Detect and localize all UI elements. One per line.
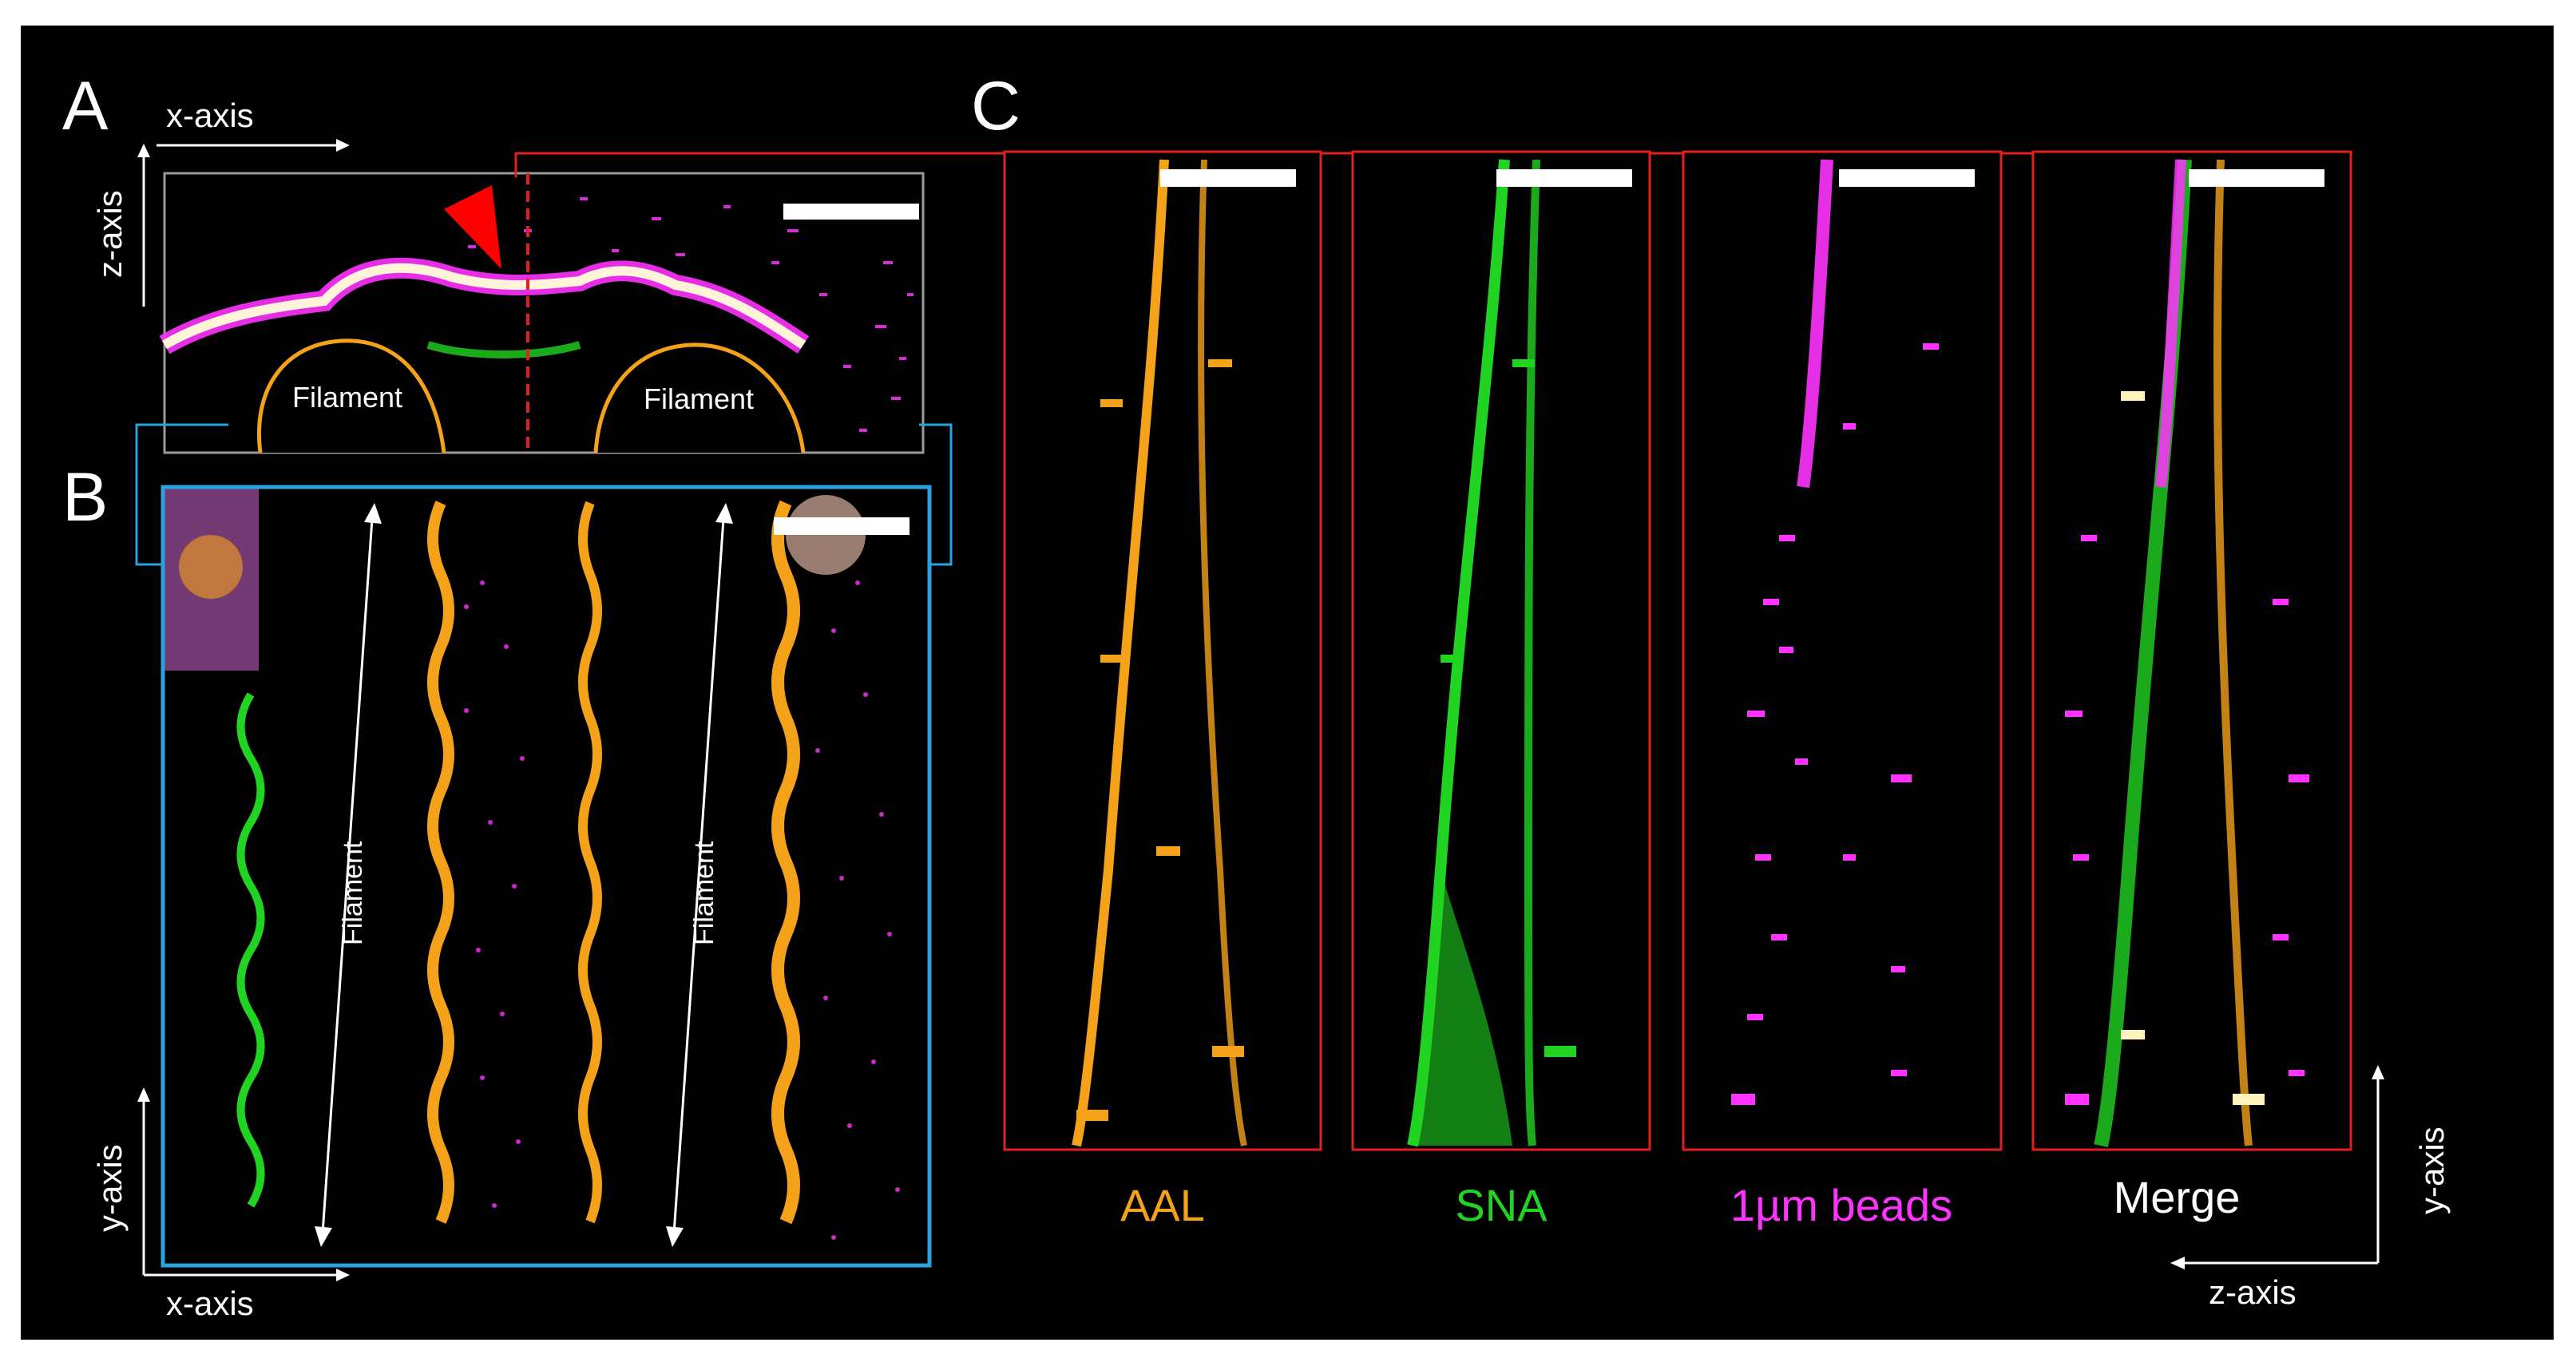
panel-b-image: [161, 485, 932, 1268]
panel-a-filament-right-label: Filament: [644, 382, 755, 415]
panel-c-z-axis-label: z-axis: [2209, 1273, 2297, 1311]
panel-c-sna-strip: [1351, 150, 1651, 1151]
channel-label-aal: AAL: [1120, 1180, 1205, 1230]
panel-b-axes: [137, 1087, 350, 1281]
channel-label-sna: SNA: [1455, 1180, 1548, 1230]
panel-b-x-axis-label: x-axis: [166, 1285, 254, 1322]
panel-a-filament-left-label: Filament: [292, 381, 403, 414]
panel-c-axes: [2170, 1065, 2384, 1269]
panel-c-beads-strip: [1682, 150, 2003, 1151]
panel-c-merge-strip: [2031, 150, 2352, 1151]
panel-letter-a: A: [62, 68, 109, 145]
panel-letter-c: C: [971, 68, 1021, 145]
panel-a-axes: [137, 139, 350, 307]
figure-canvas: A B C x-axis z-axis: [21, 26, 2554, 1340]
panel-c-aal-strip: [1003, 150, 1322, 1151]
panel-c-y-axis-label: y-axis: [2413, 1126, 2451, 1214]
red-arrowhead-icon: [444, 185, 501, 269]
channel-label-merge: Merge: [2113, 1172, 2241, 1222]
channel-label-beads: 1µm beads: [1730, 1180, 1953, 1230]
panel-ab-bracket: [135, 423, 953, 566]
panel-a-x-axis-label: x-axis: [166, 97, 254, 134]
panel-letter-b: B: [62, 459, 109, 536]
panel-a-image: [159, 172, 925, 454]
